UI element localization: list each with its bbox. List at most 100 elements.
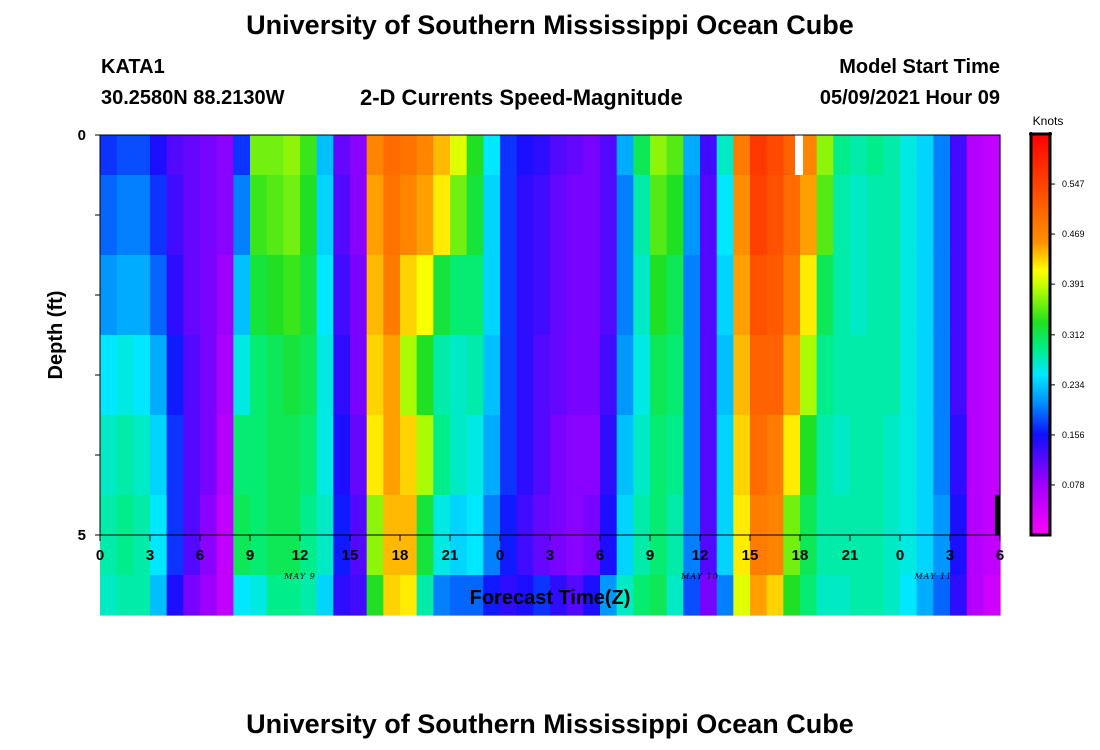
heatmap-cell (166, 575, 184, 616)
heatmap-cell (100, 135, 118, 176)
heatmap-cell (300, 575, 318, 616)
heatmap-cell (250, 255, 268, 336)
heatmap-cell (666, 175, 684, 256)
heatmap-cell (733, 175, 751, 256)
heatmap-cell (916, 255, 934, 336)
date-label: MAY 9 (283, 572, 316, 581)
x-tick-label: 18 (792, 547, 809, 564)
heatmap-cell (916, 575, 934, 616)
heatmap-cell (466, 175, 484, 256)
heatmap-cell (266, 415, 284, 496)
heatmap-cell (783, 175, 801, 256)
heatmap-cell (650, 135, 668, 176)
heatmap-cell (133, 575, 151, 616)
heatmap-cell (416, 135, 434, 176)
heatmap-cell (466, 335, 484, 416)
heatmap-cell (366, 135, 384, 176)
heatmap-cell (483, 415, 501, 496)
heatmap-cell (950, 415, 968, 496)
heatmap-cell (200, 575, 218, 616)
heatmap-cell (900, 135, 918, 176)
heatmap-cell (350, 575, 368, 616)
heatmap-cell (416, 335, 434, 416)
heatmap-cell (183, 335, 201, 416)
heatmap-cell (816, 575, 834, 616)
heatmap-cell (516, 415, 534, 496)
heatmap-cell (700, 575, 718, 616)
heatmap-cell (450, 335, 468, 416)
heatmap-cell (300, 175, 318, 256)
heatmap-cell (266, 175, 284, 256)
heatmap-cell (683, 575, 701, 616)
heatmap-cell (100, 575, 118, 616)
heatmap-cell (150, 415, 168, 496)
colorbar-tick-label: 0.469 (1062, 229, 1085, 239)
heatmap-cell (616, 335, 634, 416)
heatmap-cell (933, 255, 951, 336)
heatmap-cell (450, 135, 468, 176)
heatmap-cell (733, 335, 751, 416)
heatmap-cell (800, 175, 818, 256)
heatmap-cell (233, 415, 251, 496)
heatmap-cell (583, 135, 601, 176)
heatmap-cell (766, 575, 784, 616)
colorbar-tick-label: 0.547 (1062, 179, 1085, 189)
heatmap-cell (583, 175, 601, 256)
heatmap-cell (683, 415, 701, 496)
date-label: MAY 10 (680, 572, 719, 581)
x-tick-label: 12 (292, 547, 309, 564)
heatmap-cell (116, 175, 134, 256)
date-label: MAY 11 (913, 572, 952, 581)
heatmap-cell (316, 415, 334, 496)
heatmap-cell (283, 575, 301, 616)
heatmap-cell (800, 575, 818, 616)
heatmap-cell (550, 135, 568, 176)
heatmap-cell (350, 175, 368, 256)
heatmap-cell (600, 335, 618, 416)
heatmap-cell (250, 175, 268, 256)
heatmap-cell (750, 175, 768, 256)
heatmap-cell (900, 415, 918, 496)
heatmap-cell (400, 415, 418, 496)
x-tick-label: 18 (392, 547, 409, 564)
heatmap-cell (200, 255, 218, 336)
heatmap-cell (533, 335, 551, 416)
colorbar-tick-label: 0.312 (1062, 330, 1085, 340)
heatmap-cell (983, 135, 1001, 176)
heatmap-cell (150, 175, 168, 256)
heatmap-cell (583, 335, 601, 416)
heatmap-cell (666, 415, 684, 496)
heatmap-cell (883, 175, 901, 256)
heatmap-cell (500, 255, 518, 336)
heatmap-cell (750, 335, 768, 416)
heatmap-cell (566, 335, 584, 416)
heatmap-cell (183, 135, 201, 176)
heatmap-cell (833, 335, 851, 416)
heatmap-cell (533, 175, 551, 256)
heatmap-cell (133, 175, 151, 256)
heatmap-cell (333, 175, 351, 256)
heatmap-cell (166, 175, 184, 256)
heatmap-cell (716, 415, 734, 496)
heatmap-cell (650, 255, 668, 336)
heatmap-cell (750, 415, 768, 496)
heatmap-cell (483, 335, 501, 416)
heatmap-cell (166, 335, 184, 416)
heatmap-cell (566, 255, 584, 336)
heatmap-cell (766, 255, 784, 336)
y-tick-label: 5 (78, 527, 86, 544)
heatmap-cell (483, 175, 501, 256)
heatmap-cell (600, 135, 618, 176)
heatmap-cell (516, 135, 534, 176)
heatmap-cell (333, 575, 351, 616)
heatmap-cell (766, 135, 784, 176)
model-start-time: 05/09/2021 Hour 09 (819, 87, 1000, 109)
heatmap-cell (383, 175, 401, 256)
heatmap-cell (333, 255, 351, 336)
heatmap-cell (300, 415, 318, 496)
heatmap-cell (783, 575, 801, 616)
heatmap-cell (800, 255, 818, 336)
heatmap-cell (866, 415, 884, 496)
heatmap-cell (433, 175, 451, 256)
heatmap-cell (666, 335, 684, 416)
